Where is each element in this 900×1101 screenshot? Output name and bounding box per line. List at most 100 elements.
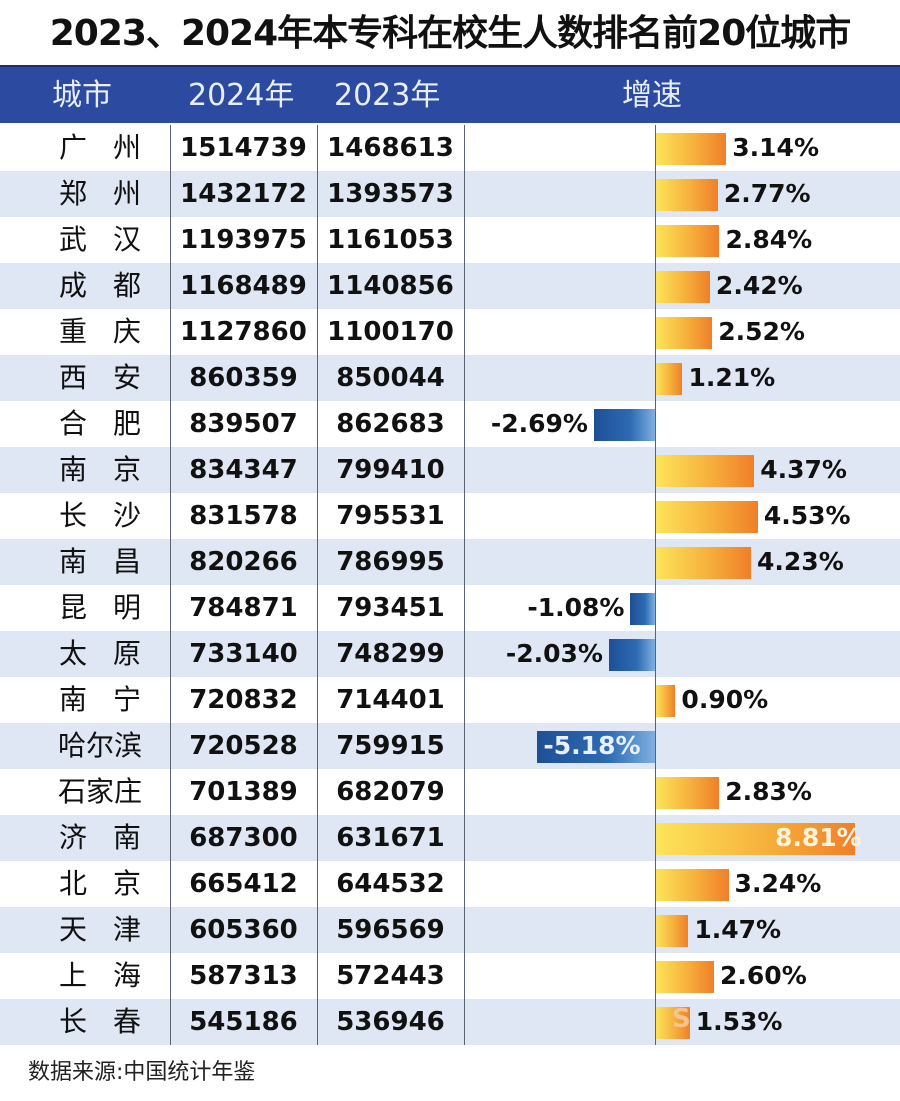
students-2023: 1393573	[327, 179, 454, 209]
growth-rate-label: 0.90%	[681, 685, 769, 714]
city-name: 长春	[58, 1005, 167, 1038]
growth-bar-positive	[655, 547, 752, 579]
city-name: 上海	[58, 959, 167, 992]
growth-rate-label: 2.42%	[715, 271, 803, 300]
table-row: 南京 834347 799410 4.37%	[0, 447, 900, 493]
table-row: 石家庄 701389 682079 2.83%	[0, 769, 900, 815]
table-row: 南昌 820266 786995 4.23%	[0, 539, 900, 585]
table-row: 长春 545186 536946 1.53%	[0, 999, 900, 1045]
city-name: 西安	[58, 361, 167, 394]
table-row: 上海 587313 572443 2.60%	[0, 953, 900, 999]
table-row: 西安 860359 850044 1.21%	[0, 355, 900, 401]
header-growth-rate: 增速	[622, 78, 682, 113]
students-2023: 682079	[336, 777, 445, 807]
students-2023: 536946	[336, 1007, 445, 1037]
students-2024: 820266	[189, 547, 298, 577]
growth-rate-label: 2.52%	[718, 317, 805, 346]
students-2023: 1468613	[327, 133, 454, 163]
growth-bar-positive	[655, 869, 729, 901]
growth-rate-label: 4.37%	[760, 455, 847, 484]
growth-bar-positive	[655, 1007, 690, 1039]
students-2023: 862683	[336, 409, 445, 439]
table-body: 广州 1514739 1468613 3.14% 郑州 1432172 1393573 2.7…	[0, 125, 900, 1045]
students-2024: 545186	[189, 1007, 298, 1037]
city-name: 昆明	[58, 591, 167, 624]
watermark-logo-icon: S	[672, 1004, 691, 1034]
growth-bar-positive	[655, 455, 755, 487]
city-name: 济南	[58, 821, 167, 854]
city-name: 成都	[58, 269, 167, 302]
table-row: 武汉 1193975 1161053 2.84%	[0, 217, 900, 263]
city-name: 太原	[58, 637, 167, 670]
growth-rate-label: 2.60%	[720, 961, 807, 990]
students-2024: 1193975	[180, 225, 307, 255]
city-name: 天津	[58, 913, 167, 946]
growth-bar-positive	[655, 179, 718, 211]
table-row: 长沙 831578 795531 4.53%	[0, 493, 900, 539]
data-source: 数据来源:中国统计年鉴	[28, 1060, 256, 1085]
city-name: 南昌	[58, 545, 167, 578]
table-row: 郑州 1432172 1393573 2.77%	[0, 171, 900, 217]
table-row: 济南 687300 631671 8.81%	[0, 815, 900, 861]
students-2023: 1161053	[327, 225, 454, 255]
city-name: 郑州	[58, 177, 167, 210]
students-2023: 748299	[336, 639, 445, 669]
students-2023: 714401	[336, 685, 445, 715]
table-row: 广州 1514739 1468613 3.14%	[0, 125, 900, 171]
students-2024: 1168489	[180, 271, 307, 301]
students-2023: 631671	[336, 823, 445, 853]
city-name: 长沙	[58, 499, 167, 532]
growth-rate-label: 3.14%	[732, 133, 819, 162]
growth-bar-negative	[537, 731, 655, 763]
city-name: 武汉	[58, 223, 167, 256]
students-2023: 644532	[336, 869, 445, 899]
students-2023: 596569	[336, 915, 445, 945]
students-2023: 795531	[336, 501, 445, 531]
watermark: S	[672, 1004, 872, 1058]
students-2023: 759915	[336, 731, 445, 761]
city-name: 哈尔滨	[57, 729, 142, 762]
growth-bar-negative	[608, 639, 655, 671]
table-header: 城市 2024年 2023年 增速	[0, 65, 900, 123]
students-2024: 587313	[189, 961, 298, 991]
growth-bar-negative	[593, 409, 655, 441]
students-2023: 1100170	[327, 317, 454, 347]
growth-bar-positive	[655, 823, 855, 855]
growth-rate-label: 3.24%	[734, 869, 822, 898]
table-row: 重庆 1127860 1100170 2.52%	[0, 309, 900, 355]
growth-bar-positive	[655, 777, 720, 809]
table-row: 太原 733140 748299 -2.03%	[0, 631, 900, 677]
growth-rate-label: 1.21%	[688, 363, 776, 392]
students-2024: 665412	[189, 869, 298, 899]
table-row: 北京 665412 644532 3.24%	[0, 861, 900, 907]
growth-bar-positive	[655, 317, 713, 349]
students-2023: 850044	[336, 363, 445, 393]
header-2024: 2024年	[188, 78, 295, 113]
students-2024: 839507	[189, 409, 298, 439]
students-2023: 572443	[336, 961, 445, 991]
column-divider	[464, 125, 465, 1045]
students-2024: 831578	[189, 501, 298, 531]
growth-bar-positive	[655, 225, 720, 257]
city-name: 重庆	[58, 315, 167, 348]
growth-rate-label: -2.03%	[505, 639, 603, 668]
city-name: 石家庄	[57, 775, 142, 808]
growth-bar-positive	[655, 685, 676, 717]
city-name: 南京	[58, 453, 167, 486]
students-2024: 733140	[189, 639, 298, 669]
students-2024: 605360	[189, 915, 298, 945]
growth-bar-positive	[655, 501, 758, 533]
chart-title: 2023、2024年本专科在校生人数排名前20位城市	[49, 13, 852, 54]
growth-bar-positive	[655, 363, 683, 395]
students-2024: 834347	[189, 455, 298, 485]
growth-rate-label: -1.08%	[527, 593, 625, 622]
growth-rate-label: 8.81%	[774, 823, 862, 852]
students-2023: 786995	[336, 547, 445, 577]
column-divider	[317, 125, 318, 1045]
growth-bar-negative	[630, 593, 655, 625]
growth-rate-label: 2.77%	[723, 179, 811, 208]
header-city: 城市	[52, 78, 112, 113]
students-2024: 720832	[189, 685, 298, 715]
column-divider	[170, 125, 171, 1045]
table-row: 南宁 720832 714401 0.90%	[0, 677, 900, 723]
